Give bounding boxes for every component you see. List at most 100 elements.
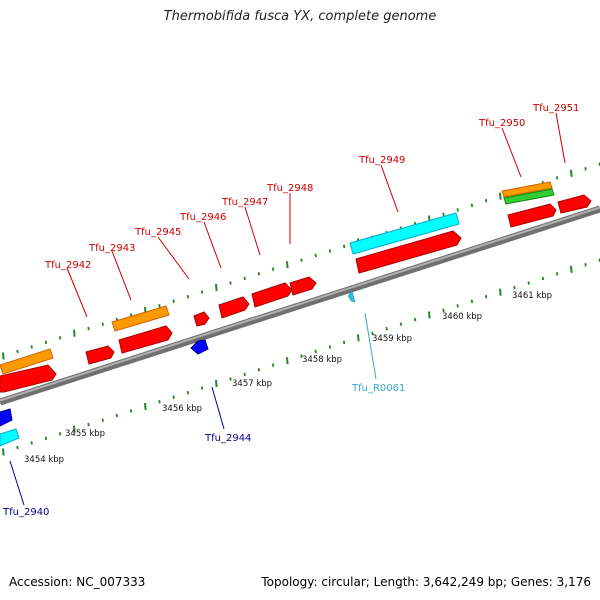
tick-row-forward-tick: [257, 272, 261, 276]
gene-label[interactable]: Tfu_2950: [478, 118, 525, 129]
tick-row-reverse-tick: [513, 285, 516, 290]
tick-row-reverse-tick: [87, 422, 90, 427]
feature-gene-forward[interactable]: [193, 311, 210, 327]
gene-label[interactable]: Tfu_2951: [532, 103, 579, 114]
tick-row-forward-tick: [158, 304, 161, 308]
feature-gene-forward[interactable]: [507, 203, 557, 228]
tick-row-reverse-tick: [584, 263, 587, 267]
tick-row-forward-tick: [584, 167, 587, 171]
tick-row-forward-tick: [484, 198, 488, 203]
tick-row-forward-tick: [555, 176, 559, 180]
gene-label[interactable]: Tfu_2948: [266, 183, 313, 194]
feature-cds-green[interactable]: [503, 188, 555, 205]
tick-row-forward-tick: [101, 322, 104, 326]
gene-label[interactable]: Tfu_2943: [88, 243, 135, 254]
gene-label[interactable]: Tfu_2944: [204, 433, 251, 444]
feature-cds-orange[interactable]: [501, 181, 553, 198]
feature-gene-forward[interactable]: [0, 364, 57, 393]
gene-label[interactable]: Tfu_2947: [221, 197, 268, 208]
gene-label[interactable]: Tfu_R0061: [351, 383, 405, 394]
tick-row-reverse-tick: [328, 345, 332, 349]
feature-gene-reverse[interactable]: [190, 339, 209, 355]
feature-gene-forward[interactable]: [557, 194, 592, 214]
gene-label[interactable]: Tfu_2949: [358, 155, 405, 166]
tick-row-reverse-tick: [300, 354, 303, 358]
gene-label[interactable]: Tfu_2940: [2, 507, 49, 518]
tick-row-forward-tick: [499, 192, 502, 200]
tick-row-reverse-tick: [470, 299, 474, 304]
tick-row-reverse-tick: [442, 308, 445, 313]
tick-row-reverse-tick: [570, 265, 573, 273]
tick-row-forward-tick: [44, 340, 48, 345]
feature-gene-reverse[interactable]: [0, 408, 13, 427]
gene-label[interactable]: Tfu_2945: [134, 227, 181, 238]
tick-row-reverse-tick: [158, 400, 161, 404]
tick-row-reverse-tick: [200, 386, 204, 390]
tick-row-reverse-tick: [499, 288, 502, 296]
kbp-label: 3455 kbp: [65, 429, 105, 439]
tick-row-forward-tick: [314, 253, 317, 258]
tick-row-forward-tick: [215, 283, 218, 292]
tick-row-reverse-tick: [144, 402, 147, 410]
tick-row-forward-tick: [30, 345, 33, 349]
tick-row-forward-tick: [442, 212, 445, 217]
tick-row-reverse-tick: [44, 436, 48, 441]
tick-row-reverse-tick: [527, 281, 530, 285]
tick-row-reverse-tick: [428, 311, 431, 319]
gene-label[interactable]: Tfu_2946: [179, 212, 226, 223]
tick-row-forward-tick: [16, 349, 19, 354]
kbp-label: 3456 kbp: [162, 404, 202, 414]
tick-row-reverse-tick: [172, 395, 175, 399]
kbp-label: 3458 kbp: [302, 355, 342, 365]
tick-row-forward-tick: [87, 326, 90, 331]
tick-row-forward-tick: [172, 299, 175, 303]
tick-row-forward-tick: [229, 281, 232, 285]
genome-stats-text: Topology: circular; Length: 3,642,249 bp…: [261, 575, 591, 589]
tick-row-reverse-tick: [58, 432, 62, 436]
tick-row-forward-tick: [271, 267, 275, 271]
tick-row-forward-tick: [58, 336, 62, 340]
tick-row-forward-tick: [243, 276, 246, 281]
tick-row-reverse-tick: [257, 368, 261, 372]
tick-row-reverse-tick: [243, 372, 246, 377]
kbp-labels: 3454 kbp 3455 kbp 3456 kbp 3457 kbp 3458…: [24, 291, 552, 465]
genome-backbone-highlight: [0, 206, 600, 402]
tick-row-reverse-tick: [342, 340, 346, 345]
tick-row-forward-tick: [286, 261, 289, 269]
genome-backbone: [0, 205, 600, 406]
feature-gene-forward[interactable]: [289, 276, 317, 296]
tick-row-reverse-tick: [229, 377, 232, 381]
feature-rna-cyan[interactable]: [349, 212, 460, 255]
feature-gene-forward[interactable]: [251, 282, 293, 308]
tick-row-reverse-tick: [186, 390, 190, 395]
tick-row-reverse-tick: [314, 349, 317, 354]
reverse-features: [0, 290, 356, 447]
tick-row-reverse-tick: [101, 418, 104, 422]
feature-rna-reverse[interactable]: [347, 290, 356, 303]
gene-labels: Tfu_2940 Tfu_2942 Tfu_2943 Tfu_2944 Tfu_…: [2, 103, 579, 518]
feature-gene-forward[interactable]: [218, 296, 250, 319]
feature-gene-forward[interactable]: [85, 345, 115, 365]
tick-row-reverse-tick: [271, 363, 275, 367]
feature-rna-cyan[interactable]: [0, 428, 20, 447]
feature-gene-forward[interactable]: [355, 230, 462, 274]
kbp-label: 3457 kbp: [232, 379, 272, 389]
kbp-label: 3454 kbp: [24, 455, 64, 465]
map-title: Thermobifida fusca YX, complete genome: [163, 9, 437, 24]
tick-row-reverse-tick: [73, 425, 76, 433]
tick-rows: [2, 162, 600, 456]
tick-row-forward-tick: [300, 258, 303, 262]
feature-cds-orange[interactable]: [111, 305, 170, 332]
tick-row-forward-tick: [456, 208, 459, 212]
kbp-label: 3461 kbp: [512, 291, 552, 301]
kbp-label: 3459 kbp: [372, 334, 412, 344]
feature-gene-forward[interactable]: [118, 325, 173, 354]
tick-row-reverse-tick: [399, 322, 403, 326]
tick-row-forward-tick: [470, 203, 474, 208]
tick-row-reverse-tick: [555, 272, 559, 276]
tick-row-reverse-tick: [456, 304, 459, 308]
feature-cds-orange[interactable]: [0, 348, 54, 375]
tick-row-reverse-tick: [115, 413, 119, 418]
gene-label[interactable]: Tfu_2942: [44, 260, 91, 271]
